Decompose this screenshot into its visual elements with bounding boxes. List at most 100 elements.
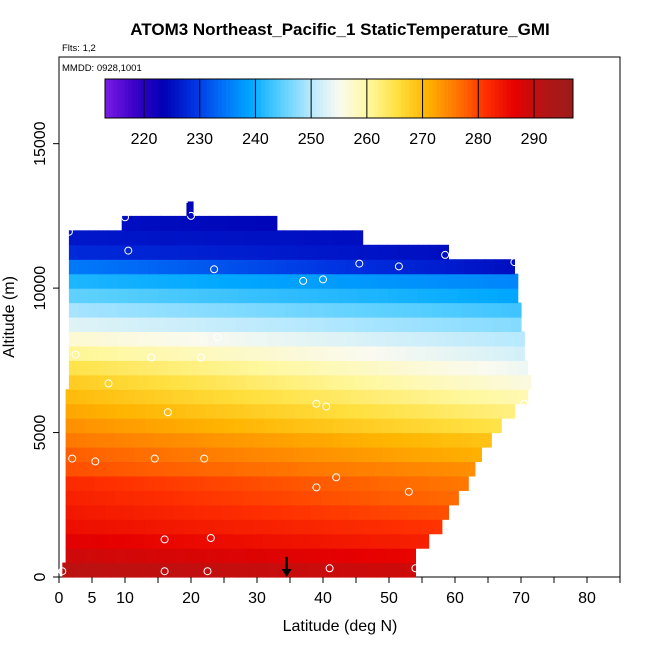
x-tick-label: 70 [512,590,530,607]
heatmap-cell [291,475,302,491]
heatmap-cell [308,273,319,289]
heatmap-cell [218,360,230,376]
heatmap-cell [388,244,400,260]
heatmap-cell [213,389,224,405]
heatmap-cell [439,389,450,405]
heatmap-cell [422,432,433,448]
heatmap-cell [405,562,416,578]
heatmap-cell [379,504,391,520]
heatmap-cell [344,317,355,333]
heatmap-cell [395,548,406,564]
heatmap-cell [497,273,509,289]
heatmap-cell [85,447,96,463]
heatmap-cell [295,461,306,477]
heatmap-cell [320,504,332,520]
heatmap-cell [68,331,80,347]
heatmap-cell [108,259,119,275]
heatmap-cell [105,403,117,419]
heatmap-cell [134,432,146,448]
flight-point [355,259,364,268]
heatmap-cell [487,273,499,289]
heatmap-cell [263,418,275,434]
colorbar-segment [276,79,281,118]
heatmap-cell [238,244,250,260]
heatmap-cell [268,360,279,376]
chart-title: ATOM3 Northeast_Pacific_1 StaticTemperat… [130,20,549,39]
heatmap-cell [296,345,308,361]
colorbar-segment [569,79,574,118]
heatmap-cell [184,418,195,434]
heatmap-cell [177,331,189,347]
colorbar-tick-label: 250 [298,131,325,148]
heatmap-cell [177,345,189,361]
heatmap-cell [98,331,110,347]
heatmap-cell [408,244,420,260]
heatmap-cell [261,475,273,491]
heatmap-cell [438,490,450,506]
heatmap-cell [438,504,449,520]
heatmap-cell [283,418,294,434]
heatmap-cell [452,374,463,390]
heatmap-cell [457,288,469,304]
heatmap-cell [155,403,166,419]
heatmap-cell [164,432,176,448]
flight-point [510,258,519,267]
heatmap-cell [389,504,400,520]
colorbar-segment [319,79,324,118]
heatmap-cell [464,461,476,477]
heatmap-cell [494,259,506,275]
heatmap-cell [85,461,97,477]
colorbar-segment [346,79,352,118]
heatmap-cell [338,360,349,376]
heatmap-cell [183,490,194,506]
heatmap-cell [65,447,77,463]
heatmap-cell [185,548,197,564]
heatmap-cell [375,345,387,361]
heatmap-cell [155,548,167,564]
heatmap-cell [389,475,401,491]
colorbar-segment [261,79,266,118]
heatmap-cell [285,374,296,390]
heatmap-cell [385,548,397,564]
colorbar-segment [491,79,496,118]
heatmap-cell [293,432,304,448]
heatmap-cell [235,403,246,419]
heatmap-cell [405,345,416,361]
heatmap-cell [65,432,77,448]
heatmap-cell [281,389,293,405]
heatmap-cell [140,562,152,578]
flights-label: Flts: 1,2 [62,43,96,54]
annotation-markers [186,202,292,577]
heatmap-cell [177,302,188,318]
heatmap-cell [263,519,275,535]
heatmap-cell [291,490,302,506]
heatmap-cell [262,389,273,405]
heatmap-cell [362,447,374,463]
heatmap-cell [141,215,152,231]
heatmap-cell [356,331,367,347]
heatmap-cell [78,302,90,318]
heatmap-cell [104,475,116,491]
heatmap-cell [491,317,502,333]
heatmap-cell [144,519,156,535]
heatmap-cell [412,302,424,318]
heatmap-cell [517,389,529,405]
colorbar-segment [475,79,480,118]
heatmap-cell [252,475,263,491]
heatmap-cell [164,519,176,535]
heatmap-cell [261,533,273,549]
heatmap-cell [457,273,469,289]
heatmap-cell [276,345,288,361]
heatmap-cell [431,432,443,448]
colorbar-segment [210,79,215,118]
colorbar-frame [104,78,574,119]
heatmap-cell [78,230,90,246]
heatmap-cell [464,345,476,361]
flight-point [206,534,215,542]
heatmap-cell [206,374,217,390]
heatmap-cell [212,475,224,491]
heatmap-cell [187,259,199,275]
heatmap-cell [395,259,407,275]
heatmap-cell [105,461,117,477]
heatmap-cell [199,562,211,578]
